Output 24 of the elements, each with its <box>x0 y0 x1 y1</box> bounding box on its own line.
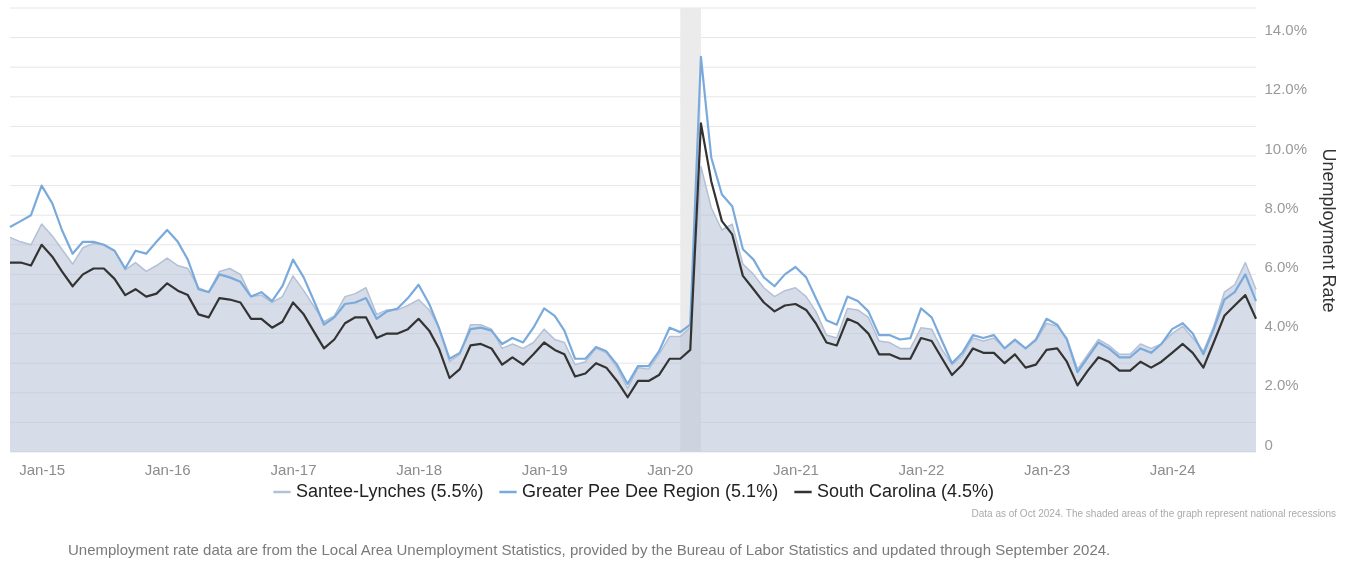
text: Unemployment rate data are from the Local Area Unemployment Statistics, provided by the Bureau of Labor Statistics and updated through September 2024. <box>68 541 1111 558</box>
y-tick-label: 6.0% <box>1264 257 1299 275</box>
y-tick-label: 0 <box>1264 435 1273 453</box>
x-tick-label: Jan-21 <box>773 460 819 478</box>
x-tick-label: Jan-17 <box>270 460 317 478</box>
x-tick-label: Jan-15 <box>19 460 66 478</box>
y-tick-label: 14.0% <box>1264 21 1308 39</box>
y-tick-label: 4.0% <box>1264 317 1299 335</box>
y-tick-label: 2.0% <box>1264 376 1299 394</box>
legend-label: South Carolina (4.5%) <box>817 481 995 501</box>
text: Data as of Oct 2024. The shaded areas of the graph represent national recessions <box>971 508 1336 519</box>
legend-label: Santee-Lynches (5.5%) <box>296 481 484 501</box>
x-tick-label: Jan-23 <box>1024 460 1070 478</box>
x-tick-label: Jan-20 <box>647 460 694 478</box>
x-tick-label: Jan-16 <box>144 460 191 478</box>
y-tick-label: 12.0% <box>1264 80 1308 98</box>
x-tick-label: Jan-24 <box>1149 460 1196 478</box>
x-tick-label: Jan-19 <box>521 460 568 478</box>
legend-label: Greater Pee Dee Region (5.1%) <box>522 481 779 501</box>
y-axis-title: Unemployment Rate <box>1319 148 1340 313</box>
x-tick-label: Jan-22 <box>898 460 945 478</box>
y-tick-label: 10.0% <box>1264 139 1308 157</box>
y-tick-label: 8.0% <box>1264 198 1299 216</box>
x-tick-label: Jan-18 <box>396 460 443 478</box>
